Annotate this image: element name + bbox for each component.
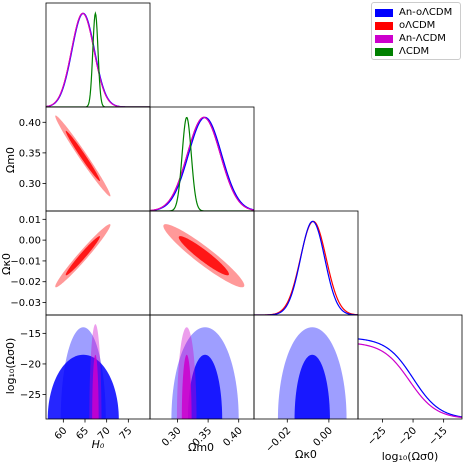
x-tick-label: −0.02 (264, 425, 293, 454)
x-tick-label: 65 (74, 425, 91, 442)
x-tick-label: 0.00 (311, 425, 335, 449)
y-tick-label: −0.03 (10, 298, 41, 309)
y-tick-label: −0.02 (10, 277, 41, 288)
y-tick-label: 0.00 (19, 236, 41, 247)
contour-layer (47, 115, 347, 419)
contour-om0-logos0-68 (187, 354, 223, 419)
panel-frame-r3c3 (357, 314, 463, 420)
marginal-om0-anocdm (150, 116, 254, 211)
legend-swatch-green (375, 47, 393, 56)
legend-item-an-lcdm: An-ΛCDM (375, 32, 457, 45)
marginal-om0-ocdm (150, 116, 254, 211)
legend-swatch-red (375, 21, 393, 30)
y-axis-label-ok0: Ωκ0 (0, 253, 13, 275)
marginal-logos0-ancdm (358, 343, 462, 419)
contour-h0-logos0-68 (92, 354, 99, 419)
contour-h0-om0-68 (65, 130, 100, 182)
marginal-om0-ancdm (150, 116, 254, 211)
y-tick-label: 0.01 (19, 215, 41, 226)
x-axis-label-om0: Ωm0 (188, 441, 214, 454)
y-tick-label: −15 (20, 329, 41, 340)
legend: An-oΛCDM oΛCDM An-ΛCDM ΛCDM (371, 2, 461, 60)
panel-frame-r2c0 (45, 210, 151, 316)
marginal-h0-cdm (46, 11, 150, 107)
y-tick-label: 0.40 (19, 118, 41, 129)
legend-swatch-magenta (375, 34, 393, 43)
legend-label: An-oΛCDM (399, 7, 453, 18)
x-axis-label-ok0: Ωκ0 (295, 448, 317, 461)
marginal-ok0-anocdm (254, 220, 358, 315)
x-tick-label: −25 (366, 425, 389, 448)
legend-item-an-olcdm: An-oΛCDM (375, 6, 457, 19)
contour-om0-ok0-68 (178, 236, 229, 276)
panel-frames (45, 2, 463, 420)
x-tick-label: 60 (53, 425, 70, 442)
y-tick-label: −0.01 (10, 256, 41, 267)
x-tick-label: −20 (396, 425, 419, 448)
marginal-om0-cdm (150, 116, 254, 211)
marginal-logos0-anocdm (358, 338, 462, 418)
legend-label: oΛCDM (399, 20, 436, 31)
y-tick-label: −25 (20, 390, 41, 401)
x-tick-label: 0.30 (160, 425, 184, 449)
contour-h0-ok0-68 (65, 236, 100, 276)
y-tick-label: 0.35 (19, 148, 41, 159)
legend-label: ΛCDM (399, 46, 430, 57)
legend-swatch-blue (375, 8, 393, 17)
y-tick-label: 0.30 (19, 179, 41, 190)
panel-frame-r1c1 (149, 106, 255, 212)
contour-ok0-logos0-68 (294, 354, 330, 419)
legend-item-olcdm: oΛCDM (375, 19, 457, 32)
x-axis-label-h0: H₀ (92, 438, 105, 451)
y-axis-label-logos0: log₁₀(Ωσ0) (4, 338, 17, 395)
contour-om0-logos0-68 (181, 354, 192, 419)
y-tick-label: −20 (20, 359, 41, 370)
legend-item-lcdm: ΛCDM (375, 45, 457, 58)
x-axis-label-logos0: log₁₀(Ωσ0) (382, 450, 439, 463)
panel-frame-r2c2 (253, 210, 359, 316)
x-tick-label: 0.40 (221, 425, 245, 449)
y-axis-label-om0: Ωm0 (4, 147, 17, 173)
x-tick-label: 75 (118, 425, 135, 442)
legend-label: An-ΛCDM (399, 33, 446, 44)
contour-h0-logos0-68 (47, 354, 119, 419)
x-tick-label: −15 (427, 425, 450, 448)
